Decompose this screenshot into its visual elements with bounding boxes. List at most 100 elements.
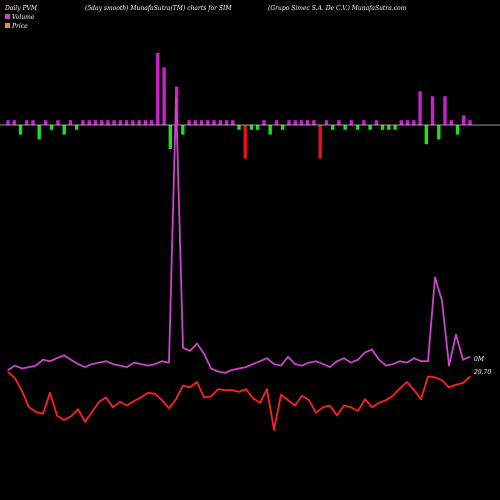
volume-point — [448, 365, 450, 367]
volume-point — [301, 365, 303, 367]
price-point — [399, 387, 401, 389]
pvm-bar — [18, 125, 23, 135]
pvm-bar — [231, 120, 235, 125]
price-point — [14, 377, 16, 379]
pvm-bar — [50, 125, 54, 130]
pvm-bar — [368, 125, 372, 130]
price-point — [154, 393, 156, 395]
price-point — [357, 410, 359, 412]
volume-point — [392, 363, 394, 365]
volume-point — [413, 357, 415, 359]
price-point — [245, 388, 247, 390]
volume-point — [364, 351, 366, 353]
pvm-bar — [324, 120, 329, 125]
volume-point — [238, 367, 240, 370]
pvm-bar — [287, 120, 291, 125]
volume-point — [322, 363, 324, 365]
volume-point — [112, 363, 114, 365]
pvm-bar — [87, 120, 91, 125]
pvm-bar — [118, 120, 123, 125]
pvm-bars — [6, 53, 472, 159]
pvm-bar — [6, 120, 10, 125]
volume-point — [315, 360, 317, 362]
pvm-bar — [43, 120, 48, 125]
price-point — [119, 401, 121, 403]
volume-point — [98, 362, 100, 364]
volume-series — [7, 97, 471, 374]
pvm-bar — [331, 125, 335, 130]
volume-point — [350, 362, 352, 364]
volume-point — [308, 362, 310, 364]
price-point — [217, 388, 219, 390]
volume-point — [133, 362, 135, 364]
volume-point — [427, 360, 429, 362]
volume-point — [154, 363, 156, 365]
volume-point — [14, 365, 16, 367]
volume-point — [35, 365, 37, 367]
pvm-bar — [387, 125, 391, 130]
volume-point — [189, 350, 191, 352]
price-point — [378, 402, 380, 404]
price-point — [308, 399, 310, 401]
price-point — [413, 389, 415, 391]
price-point — [329, 404, 331, 407]
price-point — [56, 414, 58, 417]
pvm-bar — [437, 125, 441, 140]
volume-point — [231, 369, 233, 371]
price-point — [273, 429, 275, 431]
pvm-bar — [337, 120, 341, 125]
volume-point — [77, 363, 79, 365]
pvm-bar — [162, 67, 166, 125]
pvm-bar — [149, 120, 154, 125]
pvm-bar — [455, 125, 460, 135]
volume-point — [252, 363, 254, 365]
pvm-bar — [293, 120, 297, 125]
chart-title-left: Daily PVM — [4, 5, 38, 12]
price-point — [28, 406, 30, 408]
price-point — [448, 386, 450, 388]
pvm-bar — [224, 120, 229, 125]
price-point — [147, 392, 149, 394]
pvm-bar — [181, 125, 185, 135]
price-point — [21, 390, 23, 392]
pvm-bar — [168, 125, 172, 149]
price-point — [35, 411, 37, 413]
price-point — [126, 404, 128, 407]
price-point — [364, 398, 366, 400]
price-point — [392, 395, 394, 397]
volume-point — [70, 359, 72, 361]
volume-point — [56, 357, 58, 359]
pvm-bar — [68, 120, 73, 125]
volume-point — [182, 347, 184, 349]
price-point — [434, 376, 436, 378]
pvm-bar — [156, 53, 160, 125]
volume-point — [294, 363, 296, 365]
price-point — [322, 406, 324, 408]
volume-point — [224, 372, 226, 374]
pvm-bar — [380, 125, 385, 130]
pvm-bar — [281, 125, 285, 130]
pvm-bar — [299, 120, 304, 125]
price-point — [168, 407, 170, 409]
price-point — [343, 404, 345, 407]
price-point — [105, 396, 107, 398]
pvm-bar — [56, 120, 60, 125]
price-point — [287, 399, 289, 401]
pvm-bar — [362, 120, 366, 125]
price-point — [441, 379, 443, 381]
volume-point — [49, 360, 51, 362]
price-point — [427, 375, 429, 378]
pvm-bar — [93, 120, 98, 125]
pvm-bar — [37, 125, 41, 140]
pvm-bar — [449, 120, 453, 125]
volume-point — [28, 366, 30, 368]
price-point — [7, 371, 9, 373]
volume-point — [455, 334, 457, 336]
price-point — [280, 394, 282, 396]
volume-point — [140, 363, 142, 365]
pvm-bar — [393, 125, 397, 130]
volume-point — [168, 362, 170, 364]
pvm-bar — [424, 125, 428, 145]
price-point — [196, 381, 198, 383]
